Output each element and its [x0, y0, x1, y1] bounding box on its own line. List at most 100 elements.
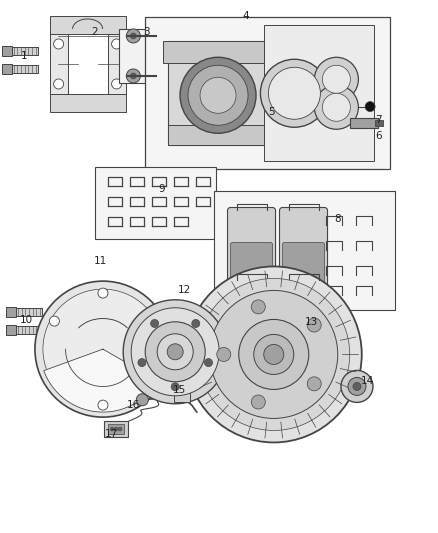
Text: 16: 16 — [127, 400, 140, 410]
Bar — [2, 46, 38, 55]
Bar — [278, 53, 296, 133]
Bar — [108, 424, 124, 434]
Text: 9: 9 — [159, 184, 166, 194]
Circle shape — [341, 370, 373, 402]
Circle shape — [261, 59, 328, 127]
Circle shape — [118, 427, 122, 431]
Bar — [168, 41, 278, 146]
Circle shape — [186, 266, 362, 442]
Circle shape — [171, 383, 179, 391]
FancyBboxPatch shape — [283, 243, 325, 290]
FancyBboxPatch shape — [279, 207, 328, 294]
Text: 14: 14 — [361, 376, 374, 386]
Bar — [350, 118, 378, 127]
Text: 17: 17 — [105, 430, 118, 439]
Circle shape — [35, 281, 171, 417]
Text: 5: 5 — [268, 107, 275, 117]
Bar — [2, 65, 38, 74]
Circle shape — [264, 344, 284, 365]
Bar — [375, 119, 383, 126]
Circle shape — [151, 319, 159, 327]
Circle shape — [98, 400, 108, 410]
Circle shape — [146, 316, 156, 326]
Circle shape — [131, 73, 136, 79]
Circle shape — [251, 300, 265, 314]
Circle shape — [192, 319, 200, 327]
Circle shape — [110, 427, 114, 431]
Circle shape — [217, 348, 231, 361]
Text: 4: 4 — [242, 11, 249, 21]
Bar — [6, 308, 42, 316]
Circle shape — [314, 57, 358, 101]
Bar — [6, 326, 42, 335]
Circle shape — [188, 65, 248, 125]
Bar — [6, 326, 16, 335]
Text: 8: 8 — [334, 214, 341, 223]
Bar — [49, 16, 126, 34]
Circle shape — [180, 57, 256, 133]
Text: 2: 2 — [91, 27, 98, 37]
Circle shape — [348, 377, 366, 395]
Circle shape — [157, 334, 193, 370]
Circle shape — [268, 67, 320, 119]
Circle shape — [307, 318, 321, 332]
Bar — [119, 29, 161, 83]
Circle shape — [205, 359, 212, 367]
Text: 3: 3 — [143, 27, 150, 37]
Circle shape — [98, 288, 108, 298]
Circle shape — [198, 278, 350, 431]
Bar — [2, 46, 12, 55]
Circle shape — [138, 359, 146, 367]
Text: 1: 1 — [21, 51, 28, 61]
Text: 11: 11 — [94, 256, 107, 266]
Circle shape — [126, 69, 140, 83]
Circle shape — [251, 395, 265, 409]
Circle shape — [365, 102, 375, 111]
Bar — [104, 421, 128, 437]
Text: 10: 10 — [20, 315, 33, 325]
Circle shape — [149, 72, 157, 80]
Circle shape — [126, 29, 140, 43]
Bar — [6, 307, 16, 317]
Circle shape — [136, 394, 148, 406]
Circle shape — [131, 33, 136, 39]
Circle shape — [200, 77, 236, 114]
Bar — [2, 64, 12, 74]
FancyBboxPatch shape — [227, 207, 276, 294]
Circle shape — [112, 79, 122, 89]
Text: 15: 15 — [173, 385, 186, 395]
Circle shape — [307, 377, 321, 391]
Circle shape — [53, 79, 64, 89]
Bar — [174, 392, 190, 402]
Circle shape — [167, 344, 183, 360]
Bar — [49, 94, 126, 112]
Bar — [108, 29, 126, 94]
Bar — [213, 191, 395, 310]
Circle shape — [53, 39, 64, 49]
Circle shape — [322, 93, 350, 122]
Circle shape — [269, 67, 281, 79]
Bar — [49, 29, 67, 94]
Circle shape — [322, 65, 350, 93]
Bar — [264, 26, 374, 161]
Bar — [95, 167, 215, 239]
Circle shape — [149, 32, 157, 40]
Circle shape — [314, 85, 358, 130]
Circle shape — [145, 322, 205, 382]
Circle shape — [239, 319, 309, 390]
Circle shape — [114, 427, 118, 431]
Text: 13: 13 — [304, 318, 318, 327]
Bar — [145, 17, 390, 169]
Text: 7: 7 — [375, 115, 382, 125]
Circle shape — [112, 39, 122, 49]
Bar — [163, 41, 283, 63]
Circle shape — [131, 308, 219, 396]
Circle shape — [353, 382, 361, 391]
Circle shape — [210, 290, 338, 418]
Circle shape — [43, 289, 163, 409]
FancyBboxPatch shape — [230, 243, 272, 290]
Polygon shape — [44, 349, 158, 412]
Circle shape — [49, 316, 60, 326]
Circle shape — [123, 300, 227, 404]
Text: 6: 6 — [375, 131, 382, 141]
